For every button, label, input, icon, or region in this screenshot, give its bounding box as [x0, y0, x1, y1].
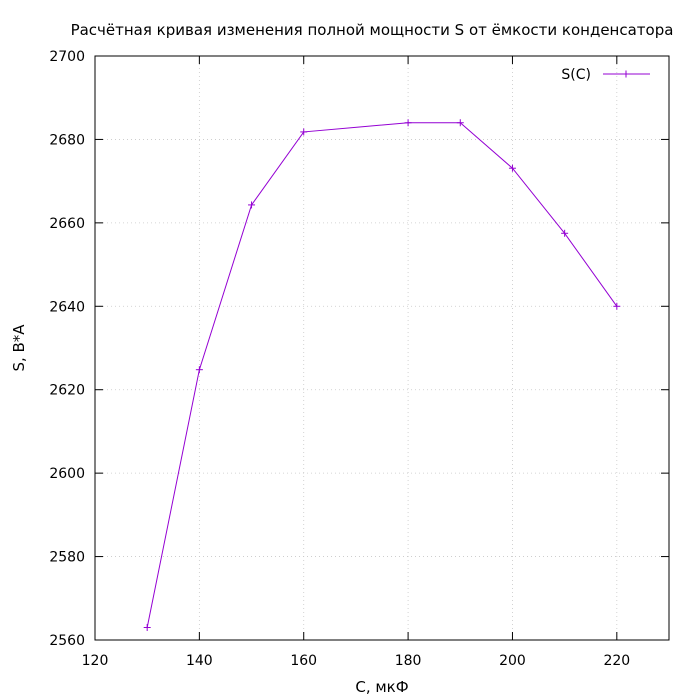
chart-title: Расчётная кривая изменения полной мощнос… — [71, 21, 674, 39]
x-tick-label: 220 — [603, 653, 630, 669]
data-point — [561, 229, 569, 237]
x-tick-label: 200 — [499, 653, 526, 669]
y-tick-label: 2640 — [49, 299, 85, 315]
x-tick-label: 160 — [290, 653, 317, 669]
legend-label: S(C) — [561, 67, 591, 83]
legend-marker — [622, 70, 630, 78]
data-point — [613, 302, 621, 310]
grid — [95, 56, 669, 640]
y-tick-label: 2700 — [49, 49, 85, 65]
y-tick-label: 2620 — [49, 383, 85, 399]
data-point — [508, 164, 516, 172]
legend: S(C) — [561, 67, 650, 83]
data-point — [195, 366, 203, 374]
plot-frame — [94, 55, 670, 641]
y-tick-label: 2660 — [49, 216, 85, 232]
series-line — [146, 122, 618, 628]
x-tick-label: 180 — [395, 653, 422, 669]
axis-ticks: 120 140 160 180 200 220 2560 2580 2600 2620 2640 26… — [49, 49, 669, 669]
y-tick-label: 2680 — [49, 132, 85, 148]
series-layer — [143, 119, 621, 631]
x-tick-label: 140 — [186, 653, 213, 669]
y-tick-label: 2600 — [49, 466, 85, 482]
data-point — [248, 201, 256, 209]
y-tick-label: 2560 — [49, 633, 85, 649]
y-axis-label: S, В*А — [10, 324, 28, 372]
data-point — [456, 119, 464, 127]
x-axis-label: C, мкФ — [355, 678, 408, 696]
x-tick-label: 120 — [82, 653, 109, 669]
data-point — [143, 623, 151, 631]
y-tick-label: 2580 — [49, 550, 85, 566]
data-point — [300, 128, 308, 136]
data-point — [404, 119, 412, 127]
